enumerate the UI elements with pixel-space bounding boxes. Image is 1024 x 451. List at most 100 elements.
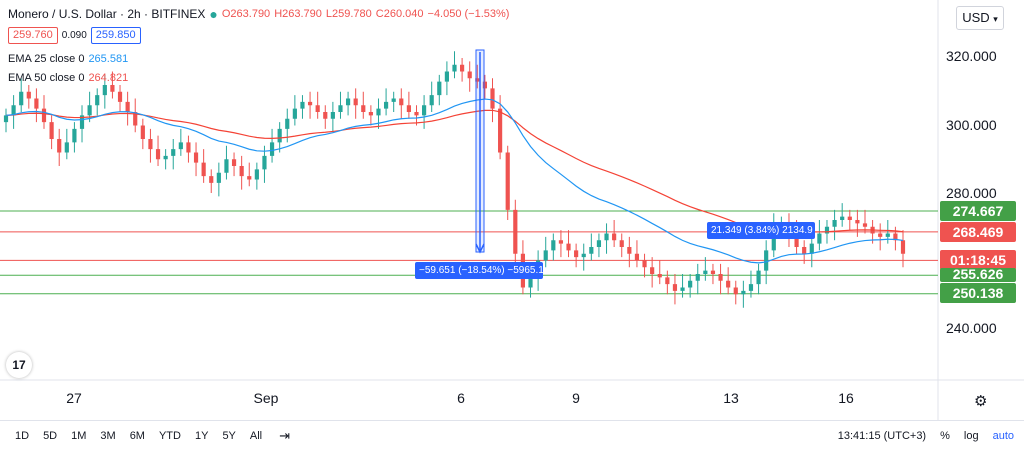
candle-body	[11, 105, 16, 116]
bid-price[interactable]: 259.760	[8, 27, 58, 44]
y-tick-label: 240.000	[946, 320, 997, 336]
candle-body	[498, 108, 503, 153]
timeframe-button[interactable]: 1M	[71, 430, 87, 442]
ohlc-high: H263.790	[274, 8, 322, 20]
timeframe-button[interactable]: 3M	[100, 430, 116, 442]
x-tick-label: 9	[572, 390, 580, 406]
candle-body	[406, 105, 411, 112]
log-toggle[interactable]: log	[963, 430, 979, 442]
auto-toggle[interactable]: auto	[992, 430, 1014, 442]
y-tick-label: 280.000	[946, 185, 997, 201]
ohlc-open: O263.790	[221, 8, 271, 20]
candle-body	[376, 108, 381, 116]
candle-body	[216, 172, 221, 183]
candle-body	[19, 91, 24, 106]
timeframe-button[interactable]: 5Y	[222, 430, 236, 442]
ohlc-close: C260.040	[375, 8, 424, 20]
candle-body	[178, 142, 183, 150]
candle-body	[878, 233, 883, 237]
timeframe-button[interactable]: YTD	[158, 430, 181, 442]
candle-body	[619, 240, 624, 247]
candle-body	[756, 270, 761, 285]
candle-body	[733, 287, 738, 295]
candle-body	[155, 149, 161, 160]
candle-body	[300, 101, 305, 109]
candle-body	[475, 78, 480, 82]
legend-symbol-row: Monero / U.S. Dollar · 2h · BITFINEX ● O…	[8, 6, 513, 22]
x-tick-label: 16	[838, 390, 854, 406]
ask-price[interactable]: 259.850	[90, 27, 141, 44]
symbol-title: Monero / U.S. Dollar · 2h · BITFINEX	[8, 7, 206, 21]
candle-body	[642, 260, 647, 268]
legend-bid-ask-row: 259.760 0.090 259.850	[8, 27, 145, 44]
candle-body	[604, 233, 609, 241]
timeframe-button[interactable]: 5D	[43, 430, 58, 442]
candle-body	[140, 125, 145, 139]
candle-body	[110, 85, 115, 92]
ohlc-low: L259.780	[325, 8, 372, 20]
date-range-icon[interactable]: ⇥	[279, 428, 291, 443]
candle-body	[574, 250, 579, 258]
candle-body	[513, 209, 518, 254]
candle-body	[482, 81, 487, 89]
ema50-line	[5, 109, 904, 233]
candle-body	[467, 71, 472, 79]
arrow-down-icon	[475, 243, 485, 254]
candle-body	[817, 233, 822, 244]
candle-body	[391, 98, 396, 102]
x-tick-label: Sep	[253, 390, 279, 406]
candle-body	[201, 162, 206, 177]
candle-body	[695, 274, 700, 281]
clock-time[interactable]: 13:41:15 (UTC+3)	[837, 430, 927, 442]
candle-body	[57, 139, 62, 153]
y-tick-label: 320.000	[946, 48, 997, 64]
candle-body	[862, 223, 868, 227]
candle-body	[133, 112, 138, 126]
candle-body	[125, 101, 130, 112]
timeframe-button[interactable]: 1Y	[194, 430, 209, 442]
candle-body	[612, 233, 617, 241]
gear-icon[interactable]: ⚙	[974, 393, 988, 410]
candle-body	[87, 105, 92, 116]
candle-body	[315, 105, 320, 112]
candle-body	[893, 233, 898, 241]
timeframe-button[interactable]: All	[249, 430, 263, 442]
candle-body	[171, 149, 176, 156]
candle-body	[34, 98, 39, 109]
price-tag-274: 274.667	[940, 201, 1016, 221]
tradingview-logo: 17	[6, 352, 32, 378]
candle-body	[847, 216, 852, 220]
candle-body	[307, 101, 313, 106]
candle-body	[490, 88, 495, 109]
candle-body	[452, 64, 457, 72]
candle-body	[338, 105, 343, 112]
candle-body	[49, 122, 54, 139]
candle-body	[710, 270, 716, 274]
candle-body	[247, 176, 252, 180]
percent-toggle[interactable]: %	[940, 430, 950, 442]
candle-body	[163, 155, 168, 160]
candle-body	[361, 105, 366, 112]
candle-body	[330, 112, 335, 119]
ema25-label: EMA 25 close 0	[8, 53, 85, 65]
timeframe-button[interactable]: 1D	[15, 430, 30, 442]
candle-body	[627, 247, 632, 254]
candle-body	[422, 105, 427, 116]
candle-body	[657, 274, 662, 278]
candle-body	[209, 176, 214, 183]
candle-body	[855, 220, 860, 224]
candle-body	[589, 247, 594, 254]
candle-body	[581, 253, 586, 258]
candle-body	[558, 240, 564, 244]
ema25-value: 265.581	[88, 53, 129, 65]
candle-body	[231, 159, 237, 166]
measure-label-down: −59.651 (−18.54%) −5965.1	[415, 262, 543, 279]
timeframe-button[interactable]: 6M	[129, 430, 145, 442]
candle-body	[665, 277, 670, 285]
spread-value: 0.090	[61, 30, 87, 41]
candle-body	[186, 142, 191, 153]
candle-body	[718, 274, 723, 281]
currency-select[interactable]: USD ▾	[956, 6, 1004, 30]
live-dot-icon: ●	[209, 6, 218, 22]
